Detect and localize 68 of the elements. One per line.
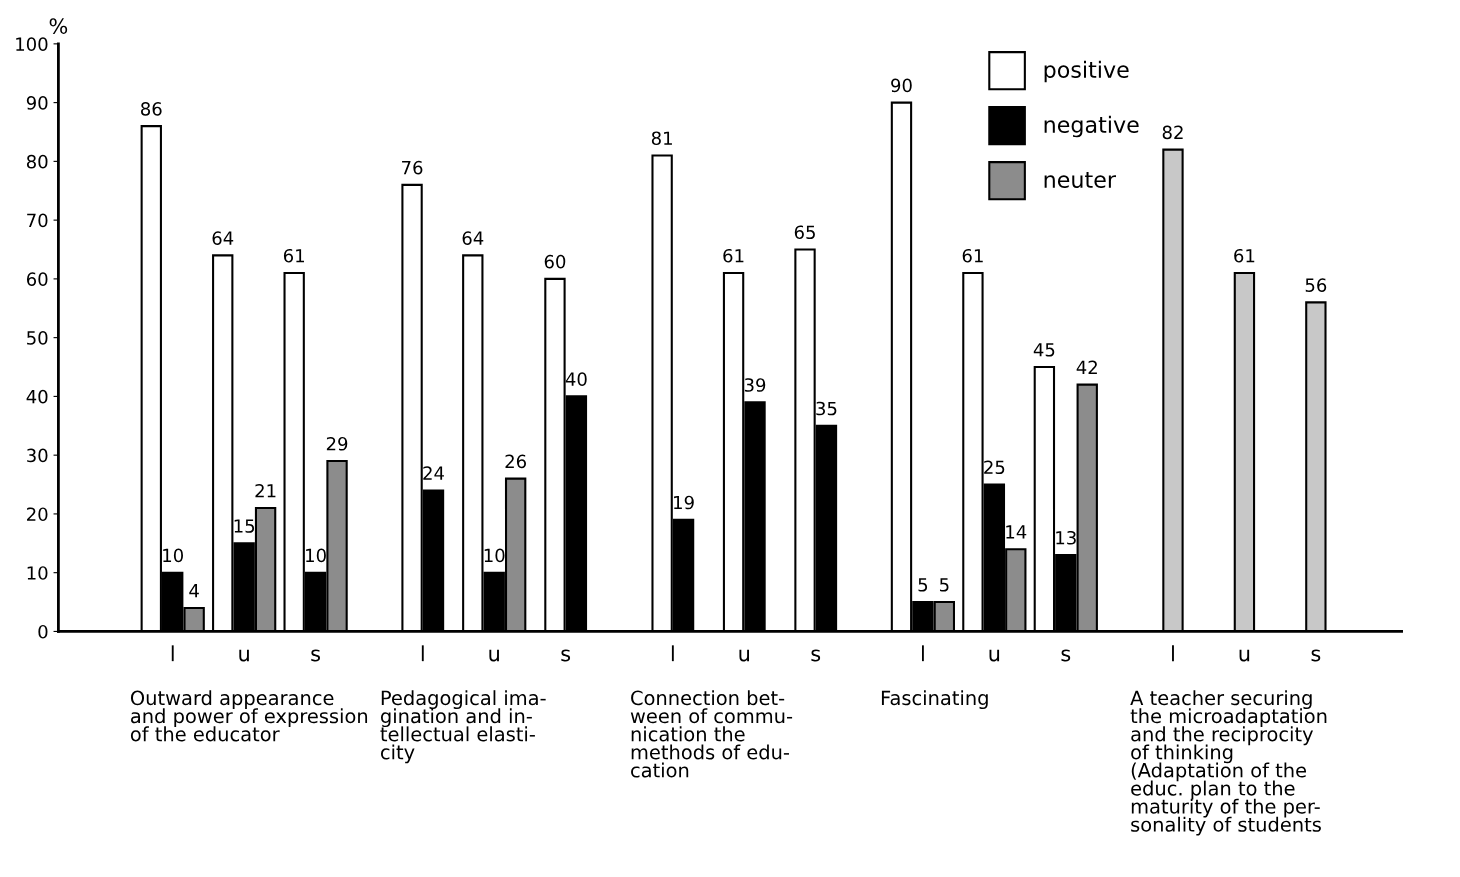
x-tick-label: s	[1311, 649, 1321, 662]
data-label: 82	[1162, 125, 1183, 140]
data-label: 61	[723, 248, 744, 263]
x-tick-label: u	[489, 649, 499, 662]
data-label: 61	[962, 248, 983, 263]
y-tick-label: 20	[27, 507, 48, 522]
data-label: 35	[816, 401, 837, 416]
x-tick-label: s	[311, 649, 321, 662]
y-tick-label: 100	[16, 37, 48, 51]
data-label: 10	[163, 548, 183, 563]
x-tick-label: s	[1061, 649, 1071, 662]
data-label: 90	[891, 78, 912, 93]
x-tick-label: u	[239, 649, 249, 662]
data-label: 39	[744, 378, 766, 392]
text: A teacher securing the microadaptation and the reciprocity of thinking (Adaptation of the educ. plan to the maturity of the per- sonality of students	[1130, 690, 1327, 836]
data-label: 25	[984, 460, 1005, 475]
data-label: 26	[505, 454, 527, 469]
x-tick-label: s	[561, 649, 571, 662]
data-label: 15	[234, 519, 255, 533]
x-tick-label: l	[921, 645, 924, 662]
data-label: 56	[1305, 278, 1327, 292]
x-tick-label: l	[671, 645, 674, 662]
text: Fascinating	[881, 690, 988, 710]
data-label: 24	[423, 466, 444, 480]
data-label: 65	[794, 225, 815, 240]
y-tick-label: 60	[26, 272, 48, 286]
data-label: 14	[1006, 525, 1027, 539]
data-label: 42	[1076, 360, 1097, 374]
data-label: 81	[651, 131, 672, 146]
data-label: 60	[544, 254, 566, 269]
data-label: 5	[918, 578, 928, 592]
y-tick-label: 90	[26, 96, 48, 110]
text: Pedagogical ima- gination and in- tellectual elasti- city	[380, 690, 546, 764]
text: Outward appearance and power of expression of the educator	[130, 690, 368, 742]
legend-label: neuter	[1044, 172, 1116, 188]
y-tick-label: 0	[38, 624, 48, 639]
x-tick-label: u	[1239, 649, 1250, 662]
y-tick-label: 50	[27, 331, 48, 345]
x-tick-label: u	[989, 649, 1000, 662]
data-label: 45	[1033, 343, 1055, 357]
y-tick-label: 70	[27, 213, 48, 228]
y-axis-title: %	[49, 18, 68, 34]
x-tick-label: l	[171, 645, 174, 662]
data-label: 64	[212, 231, 234, 245]
data-label: 76	[402, 160, 423, 175]
data-label: 4	[189, 584, 199, 598]
data-label: 29	[326, 436, 348, 451]
data-label: 5	[939, 578, 949, 592]
x-tick-label: l	[421, 645, 424, 662]
data-label: 64	[462, 231, 484, 245]
legend-label: negative	[1044, 115, 1139, 138]
x-tick-label: l	[1172, 645, 1174, 662]
data-label: 21	[255, 483, 276, 498]
y-tick-label: 40	[26, 389, 48, 404]
y-tick-label: 80	[26, 154, 48, 169]
x-tick-label: s	[811, 649, 821, 662]
data-label: 61	[283, 248, 304, 263]
data-label: 61	[1234, 248, 1255, 263]
data-label: 86	[141, 102, 162, 116]
legend-label: positive	[1044, 60, 1129, 83]
data-label: 13	[1056, 530, 1076, 545]
y-tick-label: 10	[27, 566, 48, 580]
x-tick-label: u	[739, 649, 749, 662]
y-tick-label: 30	[27, 448, 48, 463]
data-label: 10	[484, 548, 505, 563]
text: Connection bet- ween of commu- nication the methods of edu- cation	[630, 690, 793, 778]
data-label: 19	[674, 495, 694, 510]
data-label: 10	[306, 548, 326, 563]
